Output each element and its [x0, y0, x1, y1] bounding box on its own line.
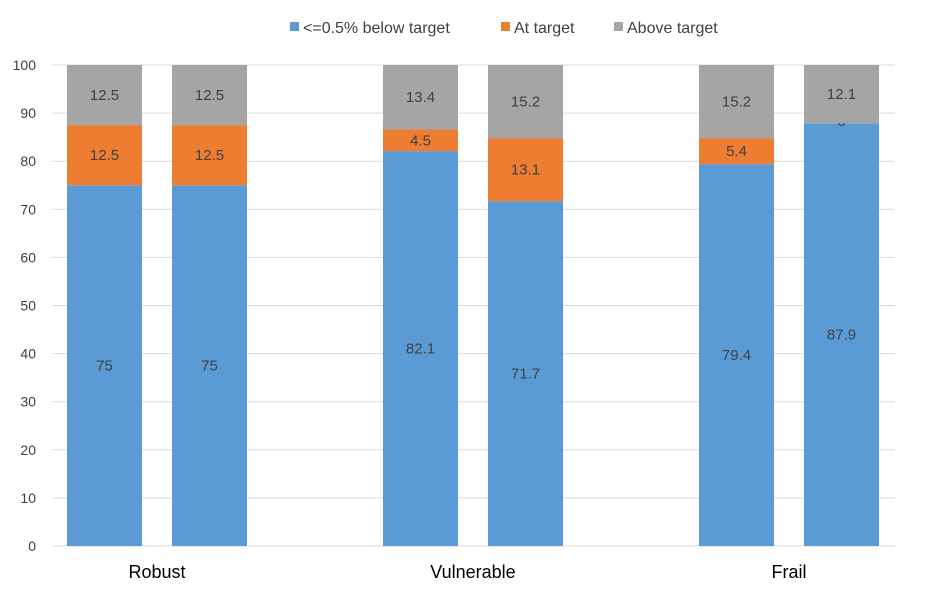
legend: <=0.5% below target At target Above target — [290, 20, 718, 37]
bar-segment — [804, 65, 879, 124]
bar-segment — [699, 138, 774, 165]
data-label: 87.9 — [827, 327, 856, 344]
legend-swatch — [614, 22, 623, 31]
bar-segment — [383, 65, 458, 130]
data-label: 4.5 — [410, 132, 431, 149]
data-label: 82.1 — [406, 341, 435, 358]
legend-entry: Above target — [627, 20, 718, 37]
data-label: 15.2 — [722, 94, 751, 111]
bar-segment — [383, 129, 458, 152]
bar-segment — [67, 125, 142, 186]
bar-segment — [488, 138, 563, 202]
bar-segment — [172, 125, 247, 186]
data-label: 12.1 — [827, 86, 856, 103]
data-label: 15.2 — [511, 94, 540, 111]
legend-entry: At target — [514, 20, 575, 37]
bar-segment — [383, 151, 458, 546]
data-label: 12.5 — [90, 87, 119, 104]
legend-swatch — [290, 22, 299, 31]
y-tick-label: 0 — [28, 538, 36, 554]
data-label: 13.4 — [406, 89, 435, 106]
bar-segment — [67, 65, 142, 126]
y-tick-label: 70 — [20, 201, 36, 217]
y-tick-label: 10 — [20, 490, 36, 506]
bar-segment — [488, 201, 563, 547]
y-tick-label: 100 — [13, 57, 37, 73]
x-category-label: Frail — [772, 562, 807, 582]
y-tick-label: 40 — [20, 346, 36, 362]
data-label: 79.4 — [722, 347, 751, 364]
y-tick-label: 50 — [20, 298, 36, 314]
data-label: 13.1 — [511, 162, 540, 179]
y-tick-label: 80 — [20, 153, 36, 169]
y-tick-label: 20 — [20, 442, 36, 458]
y-tick-label: 60 — [20, 249, 36, 265]
bar-segment — [172, 185, 247, 546]
bar-segment — [699, 65, 774, 139]
data-label: 71.7 — [511, 366, 540, 383]
x-axis: Robust Vulnerable Frail — [128, 562, 806, 582]
y-axis: 0 10 20 30 40 50 60 70 80 90 100 — [13, 57, 37, 554]
bar-segment — [172, 65, 247, 126]
y-tick-label: 90 — [20, 105, 36, 121]
data-label: 75 — [96, 358, 113, 375]
data-label: 5.4 — [726, 143, 747, 160]
legend-entry: <=0.5% below target — [303, 20, 450, 37]
data-label: 75 — [201, 358, 218, 375]
y-tick-label: 30 — [20, 394, 36, 410]
x-category-label: Robust — [128, 562, 185, 582]
bar-segment — [699, 164, 774, 546]
data-label: 12.5 — [195, 87, 224, 104]
x-category-label: Vulnerable — [430, 562, 515, 582]
bar-segment — [67, 185, 142, 546]
bars: 75 12.5 12.5 75 12.5 12.5 82.1 4.5 13.4 71.7 13.1 1… — [67, 65, 879, 547]
data-label: 12.5 — [90, 147, 119, 164]
data-label: 12.5 — [195, 147, 224, 164]
legend-swatch — [501, 22, 510, 31]
bar-segment — [488, 65, 563, 139]
bar-segment — [804, 123, 879, 547]
